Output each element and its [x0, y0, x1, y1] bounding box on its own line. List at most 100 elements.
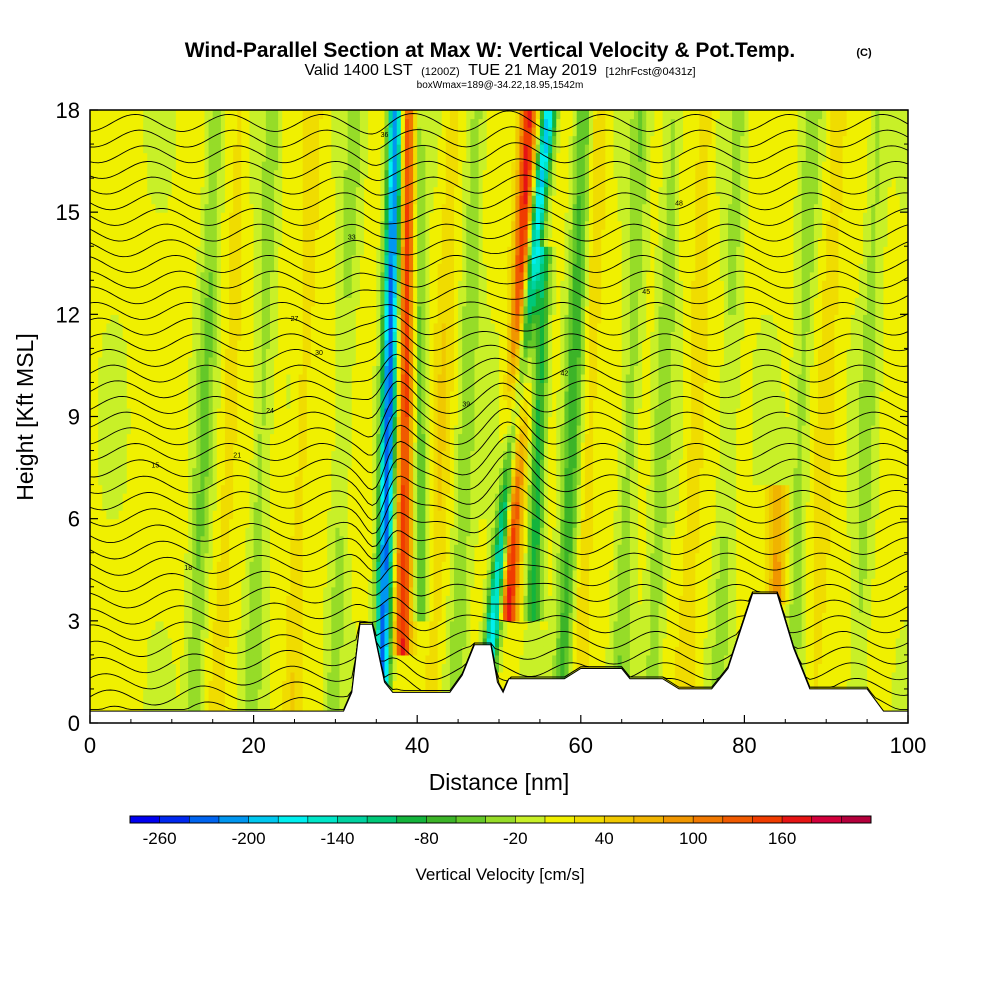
field-cell: [216, 510, 222, 520]
field-cell: [269, 433, 275, 443]
field-cell: [294, 178, 300, 188]
field-cell: [204, 110, 210, 120]
field-cell: [110, 237, 116, 247]
field-cell: [319, 705, 324, 716]
field-cell: [94, 671, 99, 682]
field-cell: [208, 569, 214, 579]
field-cell: [134, 203, 140, 213]
field-cell: [200, 169, 206, 179]
field-cell: [204, 288, 210, 298]
field-cell: [200, 612, 206, 622]
field-cell: [282, 110, 287, 120]
field-cell: [298, 569, 304, 579]
field-cell: [286, 135, 292, 145]
field-cell: [269, 314, 275, 324]
field-cell: [339, 144, 345, 154]
field-cell: [323, 433, 328, 443]
field-cell: [229, 127, 234, 137]
field-cell: [233, 161, 238, 171]
field-cell: [274, 612, 279, 622]
field-cell: [319, 135, 324, 145]
field-cell: [151, 271, 157, 281]
field-cell: [184, 654, 189, 664]
field-cell: [237, 476, 242, 486]
field-cell: [241, 459, 247, 469]
field-cell: [163, 356, 169, 367]
field-cell: [237, 416, 242, 426]
field-cell: [335, 246, 341, 256]
field-cell: [229, 322, 234, 332]
field-cell: [175, 356, 181, 367]
field-cell: [257, 339, 263, 349]
field-cell: [102, 527, 107, 537]
field-cell: [306, 535, 312, 545]
field-cell: [200, 237, 206, 247]
field-cell: [294, 552, 300, 562]
field-cell: [343, 314, 349, 324]
field-cell: [286, 331, 292, 341]
field-cell: [249, 229, 255, 239]
field-cell: [335, 110, 341, 120]
field-cell: [257, 425, 263, 435]
field-cell: [98, 314, 103, 324]
field-cell: [155, 110, 161, 120]
field-cell: [212, 203, 218, 213]
field-cell: [253, 229, 259, 239]
field-cell: [302, 442, 308, 452]
field-cell: [155, 603, 161, 613]
field-cell: [323, 399, 328, 409]
field-cell: [253, 493, 259, 503]
field-cell: [192, 127, 197, 137]
field-cell: [208, 603, 214, 613]
field-cell: [253, 220, 259, 230]
field-cell: [147, 416, 152, 426]
field-cell: [282, 280, 287, 290]
field-cell: [224, 561, 230, 571]
field-cell: [151, 152, 157, 162]
field-cell: [130, 297, 136, 307]
field-cell: [151, 254, 157, 264]
field-cell: [134, 390, 140, 401]
field-cell: [90, 110, 95, 120]
field-cell: [175, 680, 181, 690]
field-cell: [294, 595, 300, 605]
field-cell: [122, 246, 128, 256]
field-cell: [229, 510, 234, 520]
field-cell: [171, 484, 177, 494]
field-cell: [155, 237, 161, 247]
field-cell: [118, 365, 124, 375]
field-cell: [224, 425, 230, 435]
field-cell: [310, 254, 316, 264]
field-cell: [196, 493, 202, 503]
field-cell: [188, 620, 193, 630]
field-cell: [294, 646, 300, 656]
field-cell: [94, 152, 99, 162]
field-cell: [339, 263, 345, 273]
field-cell: [134, 569, 140, 579]
field-cell: [208, 297, 214, 307]
field-cell: [147, 501, 152, 511]
field-cell: [139, 212, 144, 222]
field-cell: [294, 271, 300, 281]
field-cell: [130, 561, 136, 571]
field-cell: [110, 595, 116, 605]
field-cell: [94, 382, 99, 392]
field-cell: [212, 271, 218, 281]
field-cell: [106, 144, 112, 154]
field-cell: [110, 450, 116, 460]
field-cell: [339, 416, 345, 426]
field-cell: [188, 246, 193, 256]
field-cell: [196, 671, 202, 682]
field-cell: [245, 365, 251, 375]
field-cell: [114, 433, 120, 443]
field-cell: [192, 365, 197, 375]
field-cell: [229, 365, 234, 375]
field-cell: [192, 450, 197, 460]
field-cell: [302, 663, 308, 673]
field-cell: [298, 246, 304, 256]
field-cell: [282, 322, 287, 332]
field-cell: [359, 382, 365, 392]
field-cell: [106, 459, 112, 469]
field-cell: [290, 629, 296, 639]
field-cell: [134, 135, 140, 145]
